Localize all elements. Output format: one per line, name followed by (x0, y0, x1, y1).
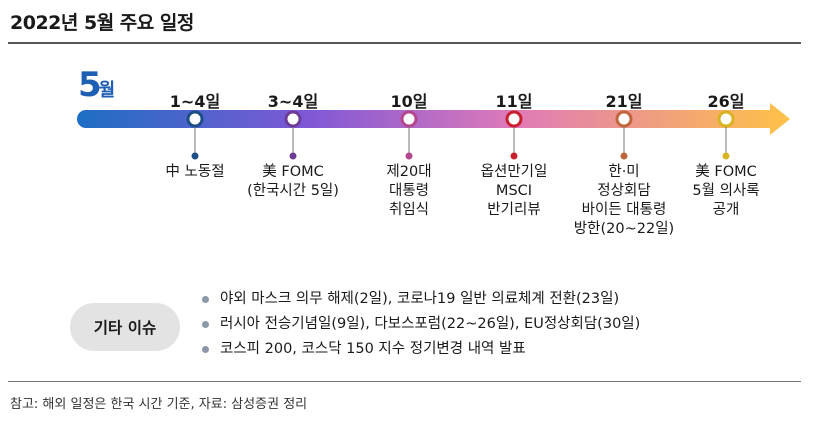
timeline (77, 103, 790, 160)
event-description: 美 FOMC (한국시간 5일) (247, 164, 339, 199)
timeline-dot-icon (191, 152, 199, 160)
timeline-marker-icon (717, 110, 735, 128)
timeline-marker-icon (186, 110, 204, 128)
bullet-icon (202, 346, 209, 353)
bullet-icon (202, 296, 209, 303)
issue-text: 야외 마스크 의무 해제(2일), 코로나19 일반 의료체계 전환(23일) (220, 291, 620, 307)
event-description: 中 노동절 (165, 164, 225, 180)
bullet-icon (202, 321, 209, 328)
list-item: 코스피 200, 코스닥 150 지수 정기변경 내역 발표 (200, 337, 640, 362)
timeline-marker-icon (400, 110, 418, 128)
timeline-dot-icon (620, 152, 628, 160)
other-issues-list: 야외 마스크 의무 해제(2일), 코로나19 일반 의료체계 전환(23일) … (200, 287, 640, 362)
event-description: 옵션만기일 MSCI 반기리뷰 (480, 164, 548, 218)
event-date: 11일 (495, 92, 533, 111)
list-item: 러시아 전승기념일(9일), 다보스포럼(22~26일), EU정상회담(30일… (200, 312, 640, 337)
event-date: 21일 (605, 92, 643, 111)
timeline-dot-icon (722, 152, 730, 160)
timeline-marker-icon (284, 110, 302, 128)
timeline-marker-icon (505, 110, 523, 128)
month-label: 5월 (78, 68, 115, 108)
title-divider (8, 42, 801, 44)
timeline-dot-icon (289, 152, 297, 160)
timeline-arrow (77, 103, 790, 135)
event-date: 1~4일 (169, 92, 221, 111)
event-date: 3~4일 (267, 92, 319, 111)
event-date: 26일 (707, 92, 745, 111)
issue-text: 코스피 200, 코스닥 150 지수 정기변경 내역 발표 (220, 341, 526, 357)
page-title: 2022년 5월 주요 일정 (10, 12, 194, 34)
other-issues-label: 기타 이슈 (70, 303, 180, 351)
source-note: 참고: 해외 일정은 한국 시간 기준, 자료: 삼성증권 정리 (10, 397, 308, 412)
timeline-marker-icon (615, 110, 633, 128)
list-item: 야외 마스크 의무 해제(2일), 코로나19 일반 의료체계 전환(23일) (200, 287, 640, 312)
event-description: 제20대 대통령 취임식 (386, 164, 432, 218)
month-number: 5 (78, 65, 102, 105)
event-description: 美 FOMC 5월 의사록 공개 (692, 164, 760, 218)
timeline-dot-icon (405, 152, 413, 160)
month-suffix: 월 (98, 80, 116, 101)
footer-divider (8, 381, 801, 382)
event-description: 한·미 정상회담 바이든 대통령 방한(20~22일) (573, 164, 675, 237)
timeline-dot-icon (510, 152, 518, 160)
event-date: 10일 (390, 92, 428, 111)
issue-text: 러시아 전승기념일(9일), 다보스포럼(22~26일), EU정상회담(30일… (220, 316, 641, 332)
